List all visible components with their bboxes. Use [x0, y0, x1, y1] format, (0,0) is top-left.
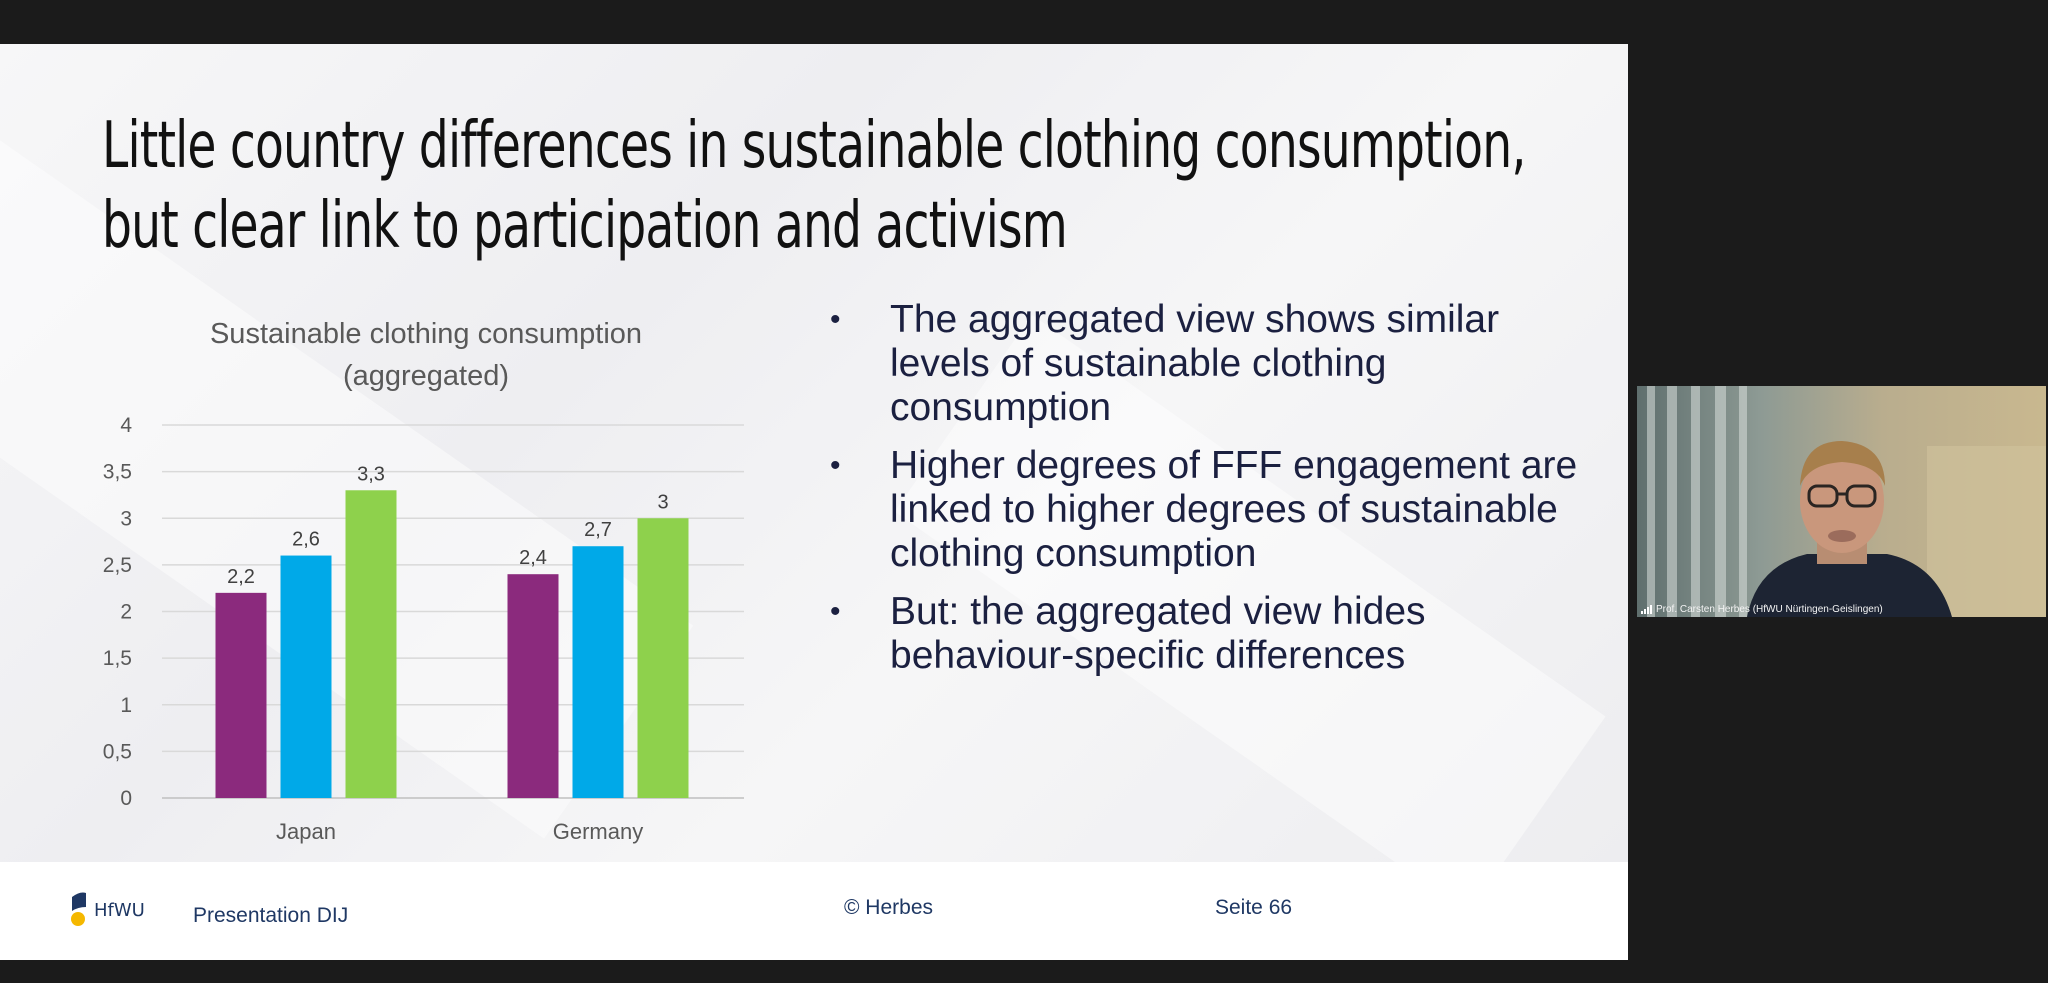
bullet-text: But: the aggregated view hides behaviour… — [890, 590, 1426, 677]
data-label: 3,3 — [357, 463, 385, 485]
presentation-slide: Little country differences in sustainabl… — [0, 44, 1628, 960]
data-label: 2,6 — [292, 529, 320, 551]
y-tick-label: 1,5 — [103, 647, 132, 670]
slide-title: Little country differences in sustainabl… — [102, 106, 1526, 266]
logo-text: HfWU — [94, 900, 145, 921]
bullet-marker: • — [830, 303, 841, 336]
bar-activists-japan — [345, 490, 397, 798]
bar-chart: Sustainable clothing consumption (aggreg… — [80, 264, 780, 904]
chart-plot-area: 0 0,5 1 1,5 2 2,5 3 3,5 4 2,2 2,6 3,3 Japan 2,4 2,7 3 Ge… — [103, 414, 744, 844]
slide-title-line-1: Little country differences in sustainabl… — [102, 109, 1526, 183]
bar-participants-germany — [572, 546, 624, 798]
y-tick-label: 1 — [120, 694, 132, 717]
bullet-item: • The aggregated view shows similar level… — [822, 298, 1602, 430]
y-tick-label: 0 — [120, 787, 132, 810]
y-tick-label: 0,5 — [103, 740, 132, 763]
data-label: 2,7 — [584, 519, 612, 541]
slide-title-line-2: but clear link to participation and acti… — [102, 189, 1068, 263]
hfwu-logo: HfWU — [71, 892, 145, 926]
participant-video-feed — [1637, 386, 2046, 617]
chart-title-line-2: (aggregated) — [342, 360, 510, 392]
participant-video-tile[interactable]: Prof. Carsten Herbes (HfWU Nürtingen-Gei… — [1637, 386, 2046, 617]
y-tick-label: 3,5 — [103, 461, 132, 484]
footer-page-number: Seite 66 — [1215, 896, 1293, 919]
x-category-label: Japan — [276, 819, 336, 844]
data-label: 3 — [657, 491, 668, 513]
bullet-text: Higher degrees of FFF engagement are lin… — [890, 444, 1578, 575]
footer-presentation-name: Presentation DIJ — [193, 904, 349, 927]
signal-strength-icon — [1641, 605, 1652, 614]
bar-activists-germany — [637, 518, 689, 798]
y-tick-label: 4 — [120, 414, 132, 437]
footer-copyright: © Herbes — [844, 896, 934, 919]
bullet-marker: • — [830, 449, 841, 482]
bar-non-participants-germany — [507, 574, 559, 798]
data-label: 2,4 — [519, 547, 547, 569]
y-tick-label: 2 — [120, 601, 132, 624]
bullet-list: • The aggregated view shows similar level… — [822, 298, 1602, 692]
bullet-text: The aggregated view shows similar levels… — [890, 298, 1500, 429]
data-label: 2,2 — [227, 566, 255, 588]
slide-footer: HfWU Presentation DIJ © Herbes Seite 66 — [0, 862, 1628, 960]
participant-name-label: Prof. Carsten Herbes (HfWU Nürtingen-Gei… — [1641, 604, 1883, 615]
chart-title-line-1: Sustainable clothing consumption — [209, 318, 643, 350]
bullet-item: • But: the aggregated view hides behaviou… — [822, 590, 1602, 678]
bar-non-participants-japan — [215, 592, 267, 798]
x-category-label: Germany — [553, 819, 643, 844]
y-tick-label: 3 — [120, 507, 132, 530]
bullet-item: • Higher degrees of FFF engagement are li… — [822, 444, 1602, 576]
bullet-marker: • — [830, 595, 841, 628]
bar-participants-japan — [280, 555, 332, 798]
participant-name: Prof. Carsten Herbes (HfWU Nürtingen-Gei… — [1656, 604, 1883, 615]
y-tick-label: 2,5 — [103, 554, 132, 577]
